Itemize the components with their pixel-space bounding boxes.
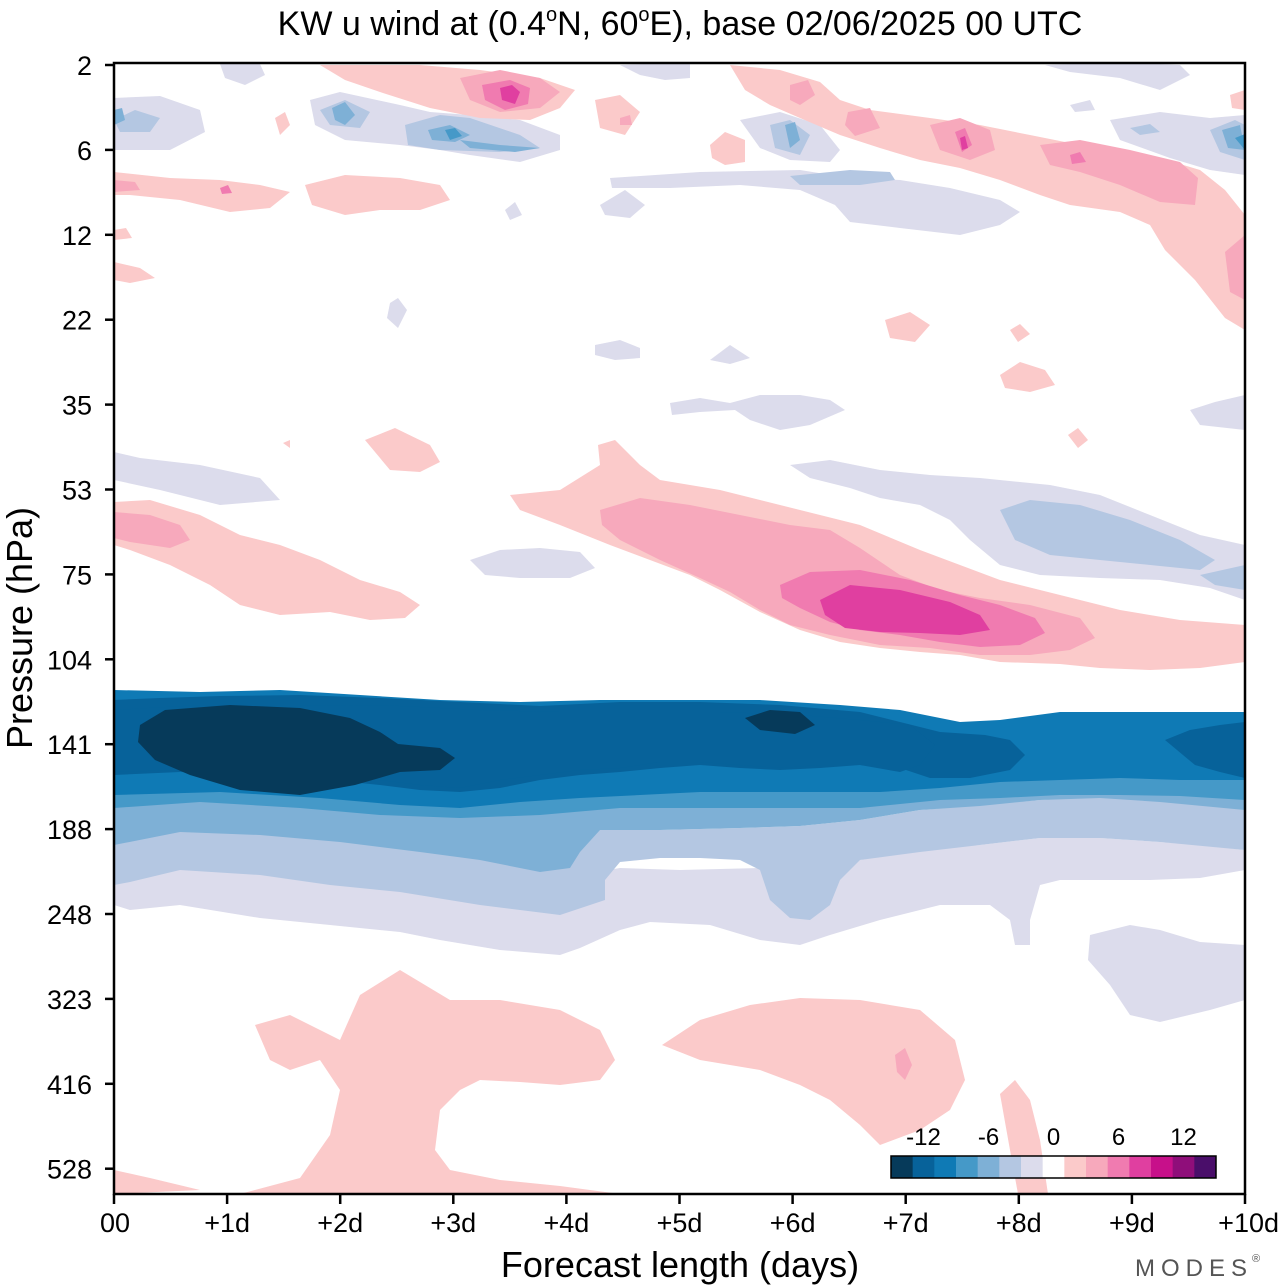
x-axis: 00 +1d +2d +3d +4d +5d +6d +7d +8d +9d +10d <box>100 1194 1279 1238</box>
colorbar-swatch <box>1194 1156 1217 1178</box>
title-part-3: E), base 02/06/2025 00 UTC <box>650 5 1083 43</box>
colorbar-tick-label: 12 <box>1170 1124 1197 1151</box>
colorbar-swatch <box>1151 1156 1174 1178</box>
x-tick-label: +10d <box>1218 1208 1279 1238</box>
colorbar-swatch <box>912 1156 935 1178</box>
x-tick-label: +3d <box>430 1208 476 1238</box>
x-tick-label: +7d <box>883 1208 929 1238</box>
title-degree-1: o <box>546 4 557 26</box>
chart-title: KW u wind at (0.4oN, 60oE), base 02/06/2… <box>278 4 1083 43</box>
colorbar-swatch <box>1086 1156 1109 1178</box>
colorbar-tick-label: 6 <box>1112 1124 1125 1151</box>
x-tick-label: 00 <box>100 1208 130 1238</box>
y-tick-label: 248 <box>47 900 92 930</box>
title-degree-2: o <box>638 4 649 26</box>
y-tick-label: 75 <box>62 560 92 590</box>
colorbar-swatch <box>1172 1156 1195 1178</box>
contour-westerly-4 <box>500 85 990 635</box>
colorbar: -12 -6 0 6 12 <box>890 1124 1217 1179</box>
x-axis-label: Forecast length (days) <box>501 1244 859 1285</box>
y-tick-label: 35 <box>62 391 92 421</box>
contour-easterly-2 <box>114 100 1245 920</box>
y-axis: 2 6 12 22 35 53 75 104 141 188 248 323 416 528 <box>47 51 114 1185</box>
colorbar-swatch <box>891 1156 914 1178</box>
contour-easterly-core <box>138 705 815 795</box>
y-tick-label: 141 <box>47 730 92 760</box>
colorbar-tick-label: -12 <box>906 1124 941 1151</box>
colorbar-tick-label: 0 <box>1047 1124 1060 1151</box>
plot-area <box>114 63 1245 1194</box>
x-tick-label: +6d <box>770 1208 816 1238</box>
colorbar-swatch <box>1042 1156 1065 1178</box>
y-tick-label: 188 <box>47 815 92 845</box>
colorbar-swatch <box>934 1156 957 1178</box>
x-tick-label: +4d <box>543 1208 589 1238</box>
x-tick-label: +9d <box>1109 1208 1155 1238</box>
y-tick-label: 12 <box>62 221 92 251</box>
colorbar-swatch <box>1064 1156 1087 1178</box>
colorbar-tick-label: -6 <box>978 1124 999 1151</box>
y-tick-label: 22 <box>62 306 92 336</box>
contour-light-easterly <box>114 63 1245 1022</box>
y-tick-label: 104 <box>47 645 92 675</box>
y-tick-label: 528 <box>47 1155 92 1185</box>
colorbar-swatch <box>1129 1156 1152 1178</box>
modes-logo-text: MODES <box>1135 1255 1253 1282</box>
title-part-2: N, 60 <box>557 5 638 43</box>
x-tick-label: +5d <box>657 1208 703 1238</box>
colorbar-swatch <box>977 1156 1000 1178</box>
colorbar-swatch <box>956 1156 979 1178</box>
y-axis-label: Pressure (hPa) <box>0 507 40 749</box>
colorbar-frame <box>890 1155 1217 1179</box>
y-tick-label: 53 <box>62 476 92 506</box>
y-tick-label: 6 <box>77 136 92 166</box>
title-part-1: KW u wind at (0.4 <box>278 5 546 43</box>
y-tick-label: 416 <box>47 1070 92 1100</box>
y-tick-label: 2 <box>77 51 92 81</box>
x-tick-label: +8d <box>996 1208 1042 1238</box>
x-tick-label: +2d <box>317 1208 363 1238</box>
modes-logo: MODES ® <box>1135 1253 1260 1282</box>
colorbar-swatch <box>1107 1156 1130 1178</box>
y-tick-label: 323 <box>47 985 92 1015</box>
colorbar-swatch <box>999 1156 1022 1178</box>
modes-logo-mark: ® <box>1252 1253 1260 1265</box>
colorbar-swatch <box>1021 1156 1044 1178</box>
x-tick-label: +1d <box>204 1208 250 1238</box>
